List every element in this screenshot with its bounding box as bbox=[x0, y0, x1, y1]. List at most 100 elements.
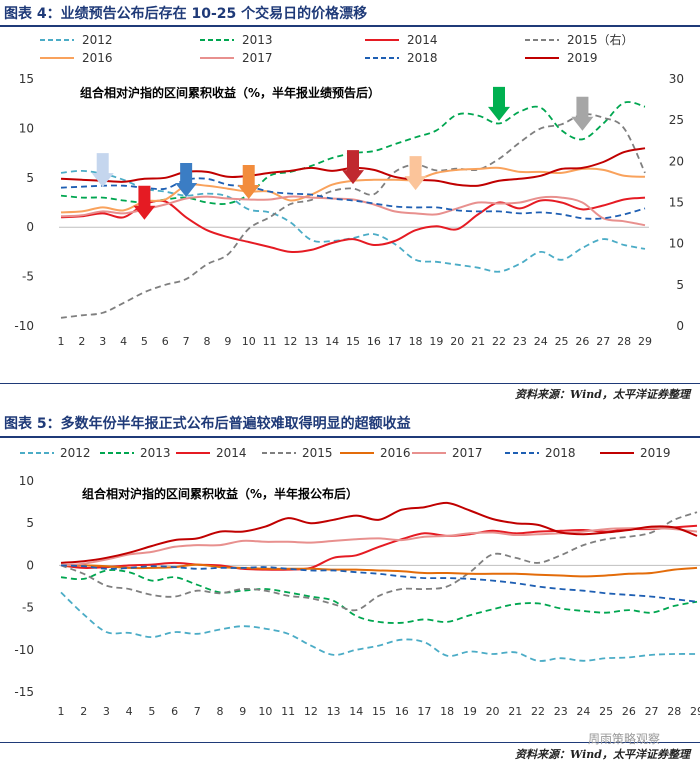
x-tick-label: 11 bbox=[263, 335, 277, 348]
x-tick-label: 17 bbox=[417, 705, 431, 718]
x-tick-label: 3 bbox=[103, 705, 110, 718]
y-tick-label: 5 bbox=[26, 516, 34, 530]
figure-5-top-rule bbox=[0, 436, 700, 438]
x-tick-label: 2 bbox=[78, 335, 85, 348]
legend-label: 2019 bbox=[567, 51, 598, 65]
x-tick-label: 27 bbox=[596, 335, 610, 348]
series-line-2015 bbox=[60, 511, 698, 612]
y-tick-label: -5 bbox=[22, 601, 34, 615]
x-tick-label: 18 bbox=[409, 335, 423, 348]
legend-label: 2018 bbox=[407, 51, 438, 65]
x-tick-label: 15 bbox=[372, 705, 386, 718]
figure-4-bottom-rule bbox=[0, 383, 700, 384]
series-line-2015 bbox=[60, 113, 646, 319]
x-tick-label: 28 bbox=[617, 335, 631, 348]
x-tick-label: 14 bbox=[325, 335, 339, 348]
figure-4-top-rule bbox=[0, 25, 700, 27]
figure-5-title: 图表 5：多数年份半年报正式公布后普遍较难取得明显的超额收益 bbox=[4, 416, 411, 432]
down-arrow-marker bbox=[91, 153, 114, 188]
y-tick-label: 5 bbox=[26, 171, 34, 185]
x-tick-label: 20 bbox=[450, 335, 464, 348]
x-tick-label: 7 bbox=[183, 335, 190, 348]
x-tick-label: 24 bbox=[576, 705, 590, 718]
series-line-2012 bbox=[60, 169, 646, 273]
series-line-2017 bbox=[60, 195, 646, 227]
x-tick-label: 5 bbox=[148, 705, 155, 718]
x-tick-label: 25 bbox=[555, 335, 569, 348]
down-arrow-marker bbox=[342, 150, 364, 185]
x-tick-label: 21 bbox=[508, 705, 522, 718]
legend-label: 2012 bbox=[82, 33, 113, 47]
y2-tick-label: 0 bbox=[676, 319, 684, 333]
legend-label: 2014 bbox=[407, 33, 438, 47]
y-tick-label: -5 bbox=[22, 270, 34, 284]
x-tick-label: 21 bbox=[471, 335, 485, 348]
x-tick-label: 24 bbox=[534, 335, 548, 348]
x-tick-label: 7 bbox=[194, 705, 201, 718]
x-tick-label: 12 bbox=[304, 705, 318, 718]
legend-label: 2016 bbox=[82, 51, 113, 65]
x-tick-label: 4 bbox=[120, 335, 127, 348]
x-tick-label: 1 bbox=[58, 335, 65, 348]
x-tick-label: 19 bbox=[429, 335, 443, 348]
x-tick-label: 29 bbox=[638, 335, 652, 348]
chart-annotation: 组合相对沪指的区间累积收益（%，半年报公布后） bbox=[82, 486, 358, 501]
y-tick-label: -10 bbox=[14, 643, 34, 657]
down-arrow-marker bbox=[571, 96, 594, 131]
x-tick-label: 25 bbox=[599, 705, 613, 718]
y2-tick-label: 5 bbox=[676, 278, 684, 292]
y2-tick-label: 20 bbox=[669, 154, 684, 168]
x-tick-label: 17 bbox=[388, 335, 402, 348]
x-tick-label: 22 bbox=[531, 705, 545, 718]
x-tick-label: 29 bbox=[690, 705, 700, 718]
legend-label: 2015 bbox=[302, 446, 333, 460]
x-tick-label: 19 bbox=[463, 705, 477, 718]
legend-label: 2014 bbox=[216, 446, 247, 460]
legend-label: 2017 bbox=[242, 51, 273, 65]
x-tick-label: 28 bbox=[667, 705, 681, 718]
x-tick-label: 26 bbox=[575, 335, 589, 348]
x-tick-label: 10 bbox=[258, 705, 272, 718]
x-tick-label: 14 bbox=[349, 705, 363, 718]
down-arrow-marker bbox=[488, 86, 510, 121]
x-tick-label: 16 bbox=[367, 335, 381, 348]
figure-5-bottom-rule bbox=[0, 742, 700, 743]
figure-5-chart: 2012 2013 2014 2015 2016 2017 2018 2019-15-10-5… bbox=[14, 446, 700, 718]
x-tick-label: 20 bbox=[486, 705, 500, 718]
figure-4-source: 资料来源：Wind，太平洋证券整理 bbox=[514, 388, 690, 401]
x-tick-label: 8 bbox=[204, 335, 211, 348]
x-tick-label: 18 bbox=[440, 705, 454, 718]
x-tick-label: 6 bbox=[162, 335, 169, 348]
x-tick-label: 15 bbox=[346, 335, 360, 348]
x-tick-label: 22 bbox=[492, 335, 506, 348]
x-tick-label: 23 bbox=[554, 705, 568, 718]
y2-tick-label: 15 bbox=[669, 196, 684, 210]
legend-label: 2012 bbox=[60, 446, 91, 460]
legend-label: 2017 bbox=[452, 446, 483, 460]
y2-tick-label: 30 bbox=[669, 72, 684, 86]
y-tick-label: -10 bbox=[14, 319, 34, 333]
series-line-2017 bbox=[60, 527, 698, 567]
x-tick-label: 3 bbox=[99, 335, 106, 348]
y-tick-label: -15 bbox=[14, 685, 34, 699]
series-line-2016 bbox=[60, 563, 698, 578]
series-line-2012 bbox=[60, 591, 698, 662]
x-tick-label: 26 bbox=[622, 705, 636, 718]
x-tick-label: 10 bbox=[242, 335, 256, 348]
down-arrow-marker bbox=[133, 185, 156, 220]
legend-label: 2016 bbox=[380, 446, 411, 460]
y-tick-label: 10 bbox=[19, 474, 34, 488]
y2-tick-label: 10 bbox=[669, 237, 684, 251]
x-tick-label: 13 bbox=[304, 335, 318, 348]
x-tick-label: 2 bbox=[80, 705, 87, 718]
x-tick-label: 5 bbox=[141, 335, 148, 348]
watermark: 周雨策略观察 bbox=[587, 732, 660, 746]
y-tick-label: 0 bbox=[26, 220, 34, 234]
y-tick-label: 15 bbox=[19, 72, 34, 86]
y-tick-label: 0 bbox=[26, 558, 34, 572]
down-arrow-marker bbox=[237, 164, 260, 199]
x-tick-label: 1 bbox=[58, 705, 65, 718]
figure-4-chart: 2012 2013 2014 2015（右）2016 2017 2018 2019-10-5… bbox=[14, 32, 684, 348]
y-tick-label: 10 bbox=[19, 121, 34, 135]
legend-label: 2015（右） bbox=[567, 32, 634, 47]
